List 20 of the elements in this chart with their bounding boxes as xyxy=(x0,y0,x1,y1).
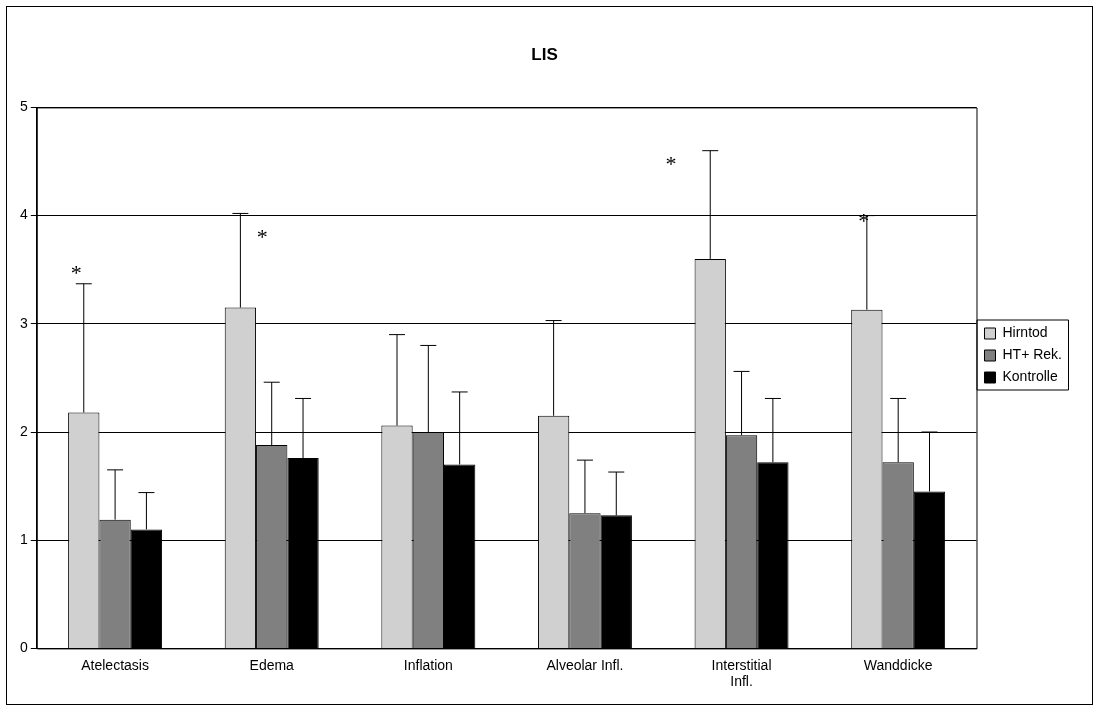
annotation: * xyxy=(256,223,268,249)
y-tick-label: 3 xyxy=(19,314,28,331)
chart-title: LIS xyxy=(531,44,558,64)
y-tick-label: 5 xyxy=(19,98,28,115)
category-label: Infl. xyxy=(730,673,753,690)
x-tick-label: Atelectasis xyxy=(81,656,149,673)
y-tick-label: 2 xyxy=(19,422,28,439)
x-tick-label: Alveolar Infl. xyxy=(546,656,624,673)
legend-label: Kontrolle xyxy=(1002,368,1058,385)
legend-label: HT+ Rek. xyxy=(1002,346,1062,363)
annotation: * xyxy=(70,260,82,286)
legend-label: Hirntod xyxy=(1002,324,1048,341)
y-tick-label: 1 xyxy=(19,531,28,548)
x-tick-label: Edema xyxy=(249,656,295,673)
category-label: Interstitial xyxy=(711,656,772,673)
y-tick-label: 0 xyxy=(19,639,28,656)
x-tick-label: Inflation xyxy=(403,656,453,673)
y-tick-label: 4 xyxy=(19,206,28,223)
annotation: * xyxy=(665,151,677,177)
x-tick-label: Wanddicke xyxy=(863,656,933,673)
